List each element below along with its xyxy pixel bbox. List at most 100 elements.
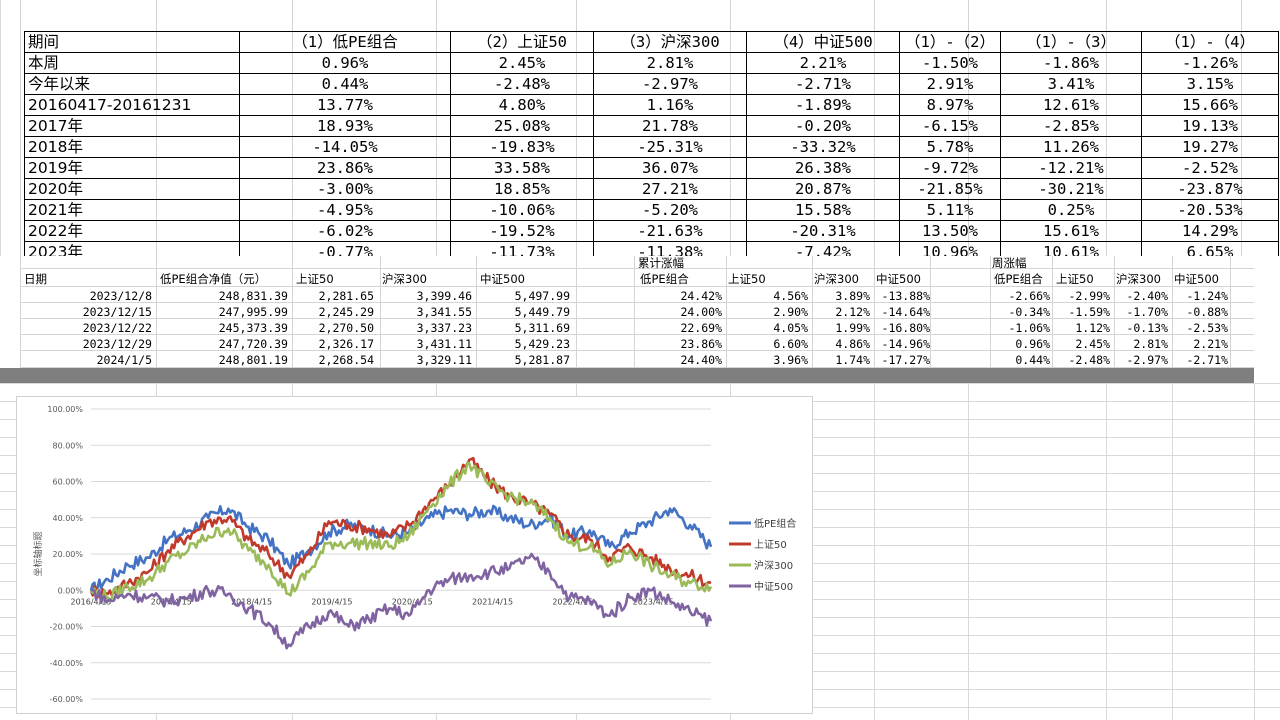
nav-cell[interactable]: -14.96% bbox=[881, 337, 930, 351]
summary-cell[interactable]: -1.26% bbox=[1141, 52, 1279, 74]
line-chart[interactable]: 100.00% 80.00% 60.00% 40.00% 20.00% 0.00% -20.… bbox=[16, 396, 813, 714]
summary-cell[interactable]: 12.61% bbox=[1000, 94, 1142, 116]
summary-cell[interactable]: 2022年 bbox=[24, 220, 240, 242]
nav-cell[interactable]: 2023/12/22 bbox=[82, 321, 152, 335]
summary-cell[interactable]: 1.16% bbox=[593, 94, 747, 116]
nav-cell[interactable]: 248,801.19 bbox=[218, 353, 288, 367]
summary-cell[interactable]: -20.31% bbox=[746, 220, 900, 242]
nav-cell[interactable]: -13.88% bbox=[881, 289, 930, 303]
summary-cell[interactable]: -11.38% bbox=[593, 241, 747, 256]
nav-header-cell[interactable]: 沪深300 bbox=[1116, 272, 1161, 286]
summary-cell[interactable]: -2.71% bbox=[746, 73, 900, 95]
summary-cell[interactable]: 2.21% bbox=[746, 52, 900, 74]
nav-cell[interactable]: -2.99% bbox=[1068, 289, 1110, 303]
nav-cell[interactable]: 5,497.99 bbox=[514, 289, 570, 303]
summary-cell[interactable]: -1.86% bbox=[1000, 52, 1142, 74]
summary-cell[interactable]: -2.97% bbox=[593, 73, 747, 95]
summary-header-cell[interactable]: （4）中证500 bbox=[746, 31, 900, 53]
summary-cell[interactable]: -0.20% bbox=[746, 115, 900, 137]
nav-cell[interactable]: 1.74% bbox=[835, 353, 870, 367]
nav-cell[interactable]: 5,449.79 bbox=[514, 305, 570, 319]
nav-cell[interactable]: -2.71% bbox=[1186, 353, 1228, 367]
summary-cell[interactable]: 0.25% bbox=[1000, 199, 1142, 221]
nav-cell[interactable]: 3.89% bbox=[835, 289, 870, 303]
nav-cell[interactable]: 3,431.11 bbox=[416, 337, 472, 351]
nav-cell[interactable]: 2023/12/29 bbox=[82, 337, 152, 351]
summary-cell[interactable]: -2.48% bbox=[450, 73, 594, 95]
nav-header-cell[interactable]: 低PE组合 bbox=[640, 272, 689, 286]
nav-cell[interactable]: 2,270.50 bbox=[318, 321, 374, 335]
nav-cell[interactable]: 3,341.55 bbox=[416, 305, 472, 319]
nav-cell[interactable]: -2.40% bbox=[1126, 289, 1168, 303]
nav-header-cell[interactable]: 上证50 bbox=[1056, 272, 1094, 286]
nav-cell[interactable]: 22.69% bbox=[680, 321, 722, 335]
nav-cell[interactable]: -0.34% bbox=[1008, 305, 1050, 319]
summary-cell[interactable]: -4.95% bbox=[239, 199, 451, 221]
summary-cell[interactable]: 3.15% bbox=[1141, 73, 1279, 95]
summary-cell[interactable]: 2021年 bbox=[24, 199, 240, 221]
summary-cell[interactable]: -23.87% bbox=[1141, 178, 1279, 200]
nav-cell[interactable]: -0.13% bbox=[1126, 321, 1168, 335]
nav-cell[interactable]: 247,720.39 bbox=[218, 337, 288, 351]
summary-cell[interactable]: -14.05% bbox=[239, 136, 451, 158]
summary-cell[interactable]: -6.02% bbox=[239, 220, 451, 242]
summary-cell[interactable]: 25.08% bbox=[450, 115, 594, 137]
summary-cell[interactable]: 20160417-20161231 bbox=[24, 94, 240, 116]
nav-header-cell[interactable]: 低PE组合 bbox=[994, 272, 1043, 286]
summary-cell[interactable]: -3.00% bbox=[239, 178, 451, 200]
summary-cell[interactable]: 13.50% bbox=[899, 220, 1001, 242]
summary-cell[interactable]: 10.96% bbox=[899, 241, 1001, 256]
summary-cell[interactable]: 5.78% bbox=[899, 136, 1001, 158]
summary-cell[interactable]: 2023年 bbox=[24, 241, 240, 256]
nav-cell[interactable]: 3,337.23 bbox=[416, 321, 472, 335]
nav-cell[interactable]: 1.12% bbox=[1075, 321, 1110, 335]
nav-cell[interactable]: 4.86% bbox=[835, 337, 870, 351]
nav-cell[interactable]: 2.45% bbox=[1075, 337, 1110, 351]
nav-cell[interactable]: -1.59% bbox=[1068, 305, 1110, 319]
summary-cell[interactable]: 4.80% bbox=[450, 94, 594, 116]
nav-cell[interactable]: -1.70% bbox=[1126, 305, 1168, 319]
summary-cell[interactable]: -2.52% bbox=[1141, 157, 1279, 179]
nav-header-cell[interactable]: 上证50 bbox=[296, 272, 334, 286]
nav-cell[interactable]: 24.00% bbox=[680, 305, 722, 319]
nav-header-cell[interactable]: 中证500 bbox=[876, 272, 921, 286]
summary-cell[interactable]: -9.72% bbox=[899, 157, 1001, 179]
group-label-weekly[interactable]: 周涨幅 bbox=[992, 256, 1027, 270]
summary-cell[interactable]: 2018年 bbox=[24, 136, 240, 158]
nav-cell[interactable]: 2.21% bbox=[1193, 337, 1228, 351]
summary-cell[interactable]: -19.83% bbox=[450, 136, 594, 158]
summary-cell[interactable]: 2019年 bbox=[24, 157, 240, 179]
nav-cell[interactable]: 24.42% bbox=[680, 289, 722, 303]
summary-cell[interactable]: 15.61% bbox=[1000, 220, 1142, 242]
summary-cell[interactable]: 21.78% bbox=[593, 115, 747, 137]
nav-cell[interactable]: 248,831.39 bbox=[218, 289, 288, 303]
nav-cell[interactable]: 1.99% bbox=[835, 321, 870, 335]
summary-cell[interactable]: 14.29% bbox=[1141, 220, 1279, 242]
nav-cell[interactable]: 5,281.87 bbox=[514, 353, 570, 367]
nav-cell[interactable]: 3.96% bbox=[773, 353, 808, 367]
summary-cell[interactable]: 27.21% bbox=[593, 178, 747, 200]
summary-cell[interactable]: 11.26% bbox=[1000, 136, 1142, 158]
nav-cell[interactable]: 23.86% bbox=[680, 337, 722, 351]
nav-header-cell[interactable]: 沪深300 bbox=[814, 272, 859, 286]
summary-cell[interactable]: -33.32% bbox=[746, 136, 900, 158]
nav-cell[interactable]: 2023/12/15 bbox=[82, 305, 152, 319]
summary-cell[interactable]: 18.93% bbox=[239, 115, 451, 137]
nav-cell[interactable]: -0.88% bbox=[1186, 305, 1228, 319]
summary-cell[interactable]: 0.96% bbox=[239, 52, 451, 74]
nav-cell[interactable]: 0.44% bbox=[1015, 353, 1050, 367]
nav-cell[interactable]: 3,399.46 bbox=[416, 289, 472, 303]
freeze-pane-divider[interactable] bbox=[0, 368, 1254, 383]
summary-cell[interactable]: 2.81% bbox=[593, 52, 747, 74]
nav-cell[interactable]: 6.60% bbox=[773, 337, 808, 351]
summary-cell[interactable]: 5.11% bbox=[899, 199, 1001, 221]
summary-header-cell[interactable]: （2）上证50 bbox=[450, 31, 594, 53]
nav-cell[interactable]: -2.53% bbox=[1186, 321, 1228, 335]
summary-cell[interactable]: 本周 bbox=[24, 52, 240, 74]
nav-cell[interactable]: 247,995.99 bbox=[218, 305, 288, 319]
summary-cell[interactable]: 20.87% bbox=[746, 178, 900, 200]
summary-cell[interactable]: 36.07% bbox=[593, 157, 747, 179]
summary-cell[interactable]: 33.58% bbox=[450, 157, 594, 179]
nav-cell[interactable]: -17.27% bbox=[881, 353, 930, 367]
nav-header-cell[interactable]: 沪深300 bbox=[382, 272, 427, 286]
